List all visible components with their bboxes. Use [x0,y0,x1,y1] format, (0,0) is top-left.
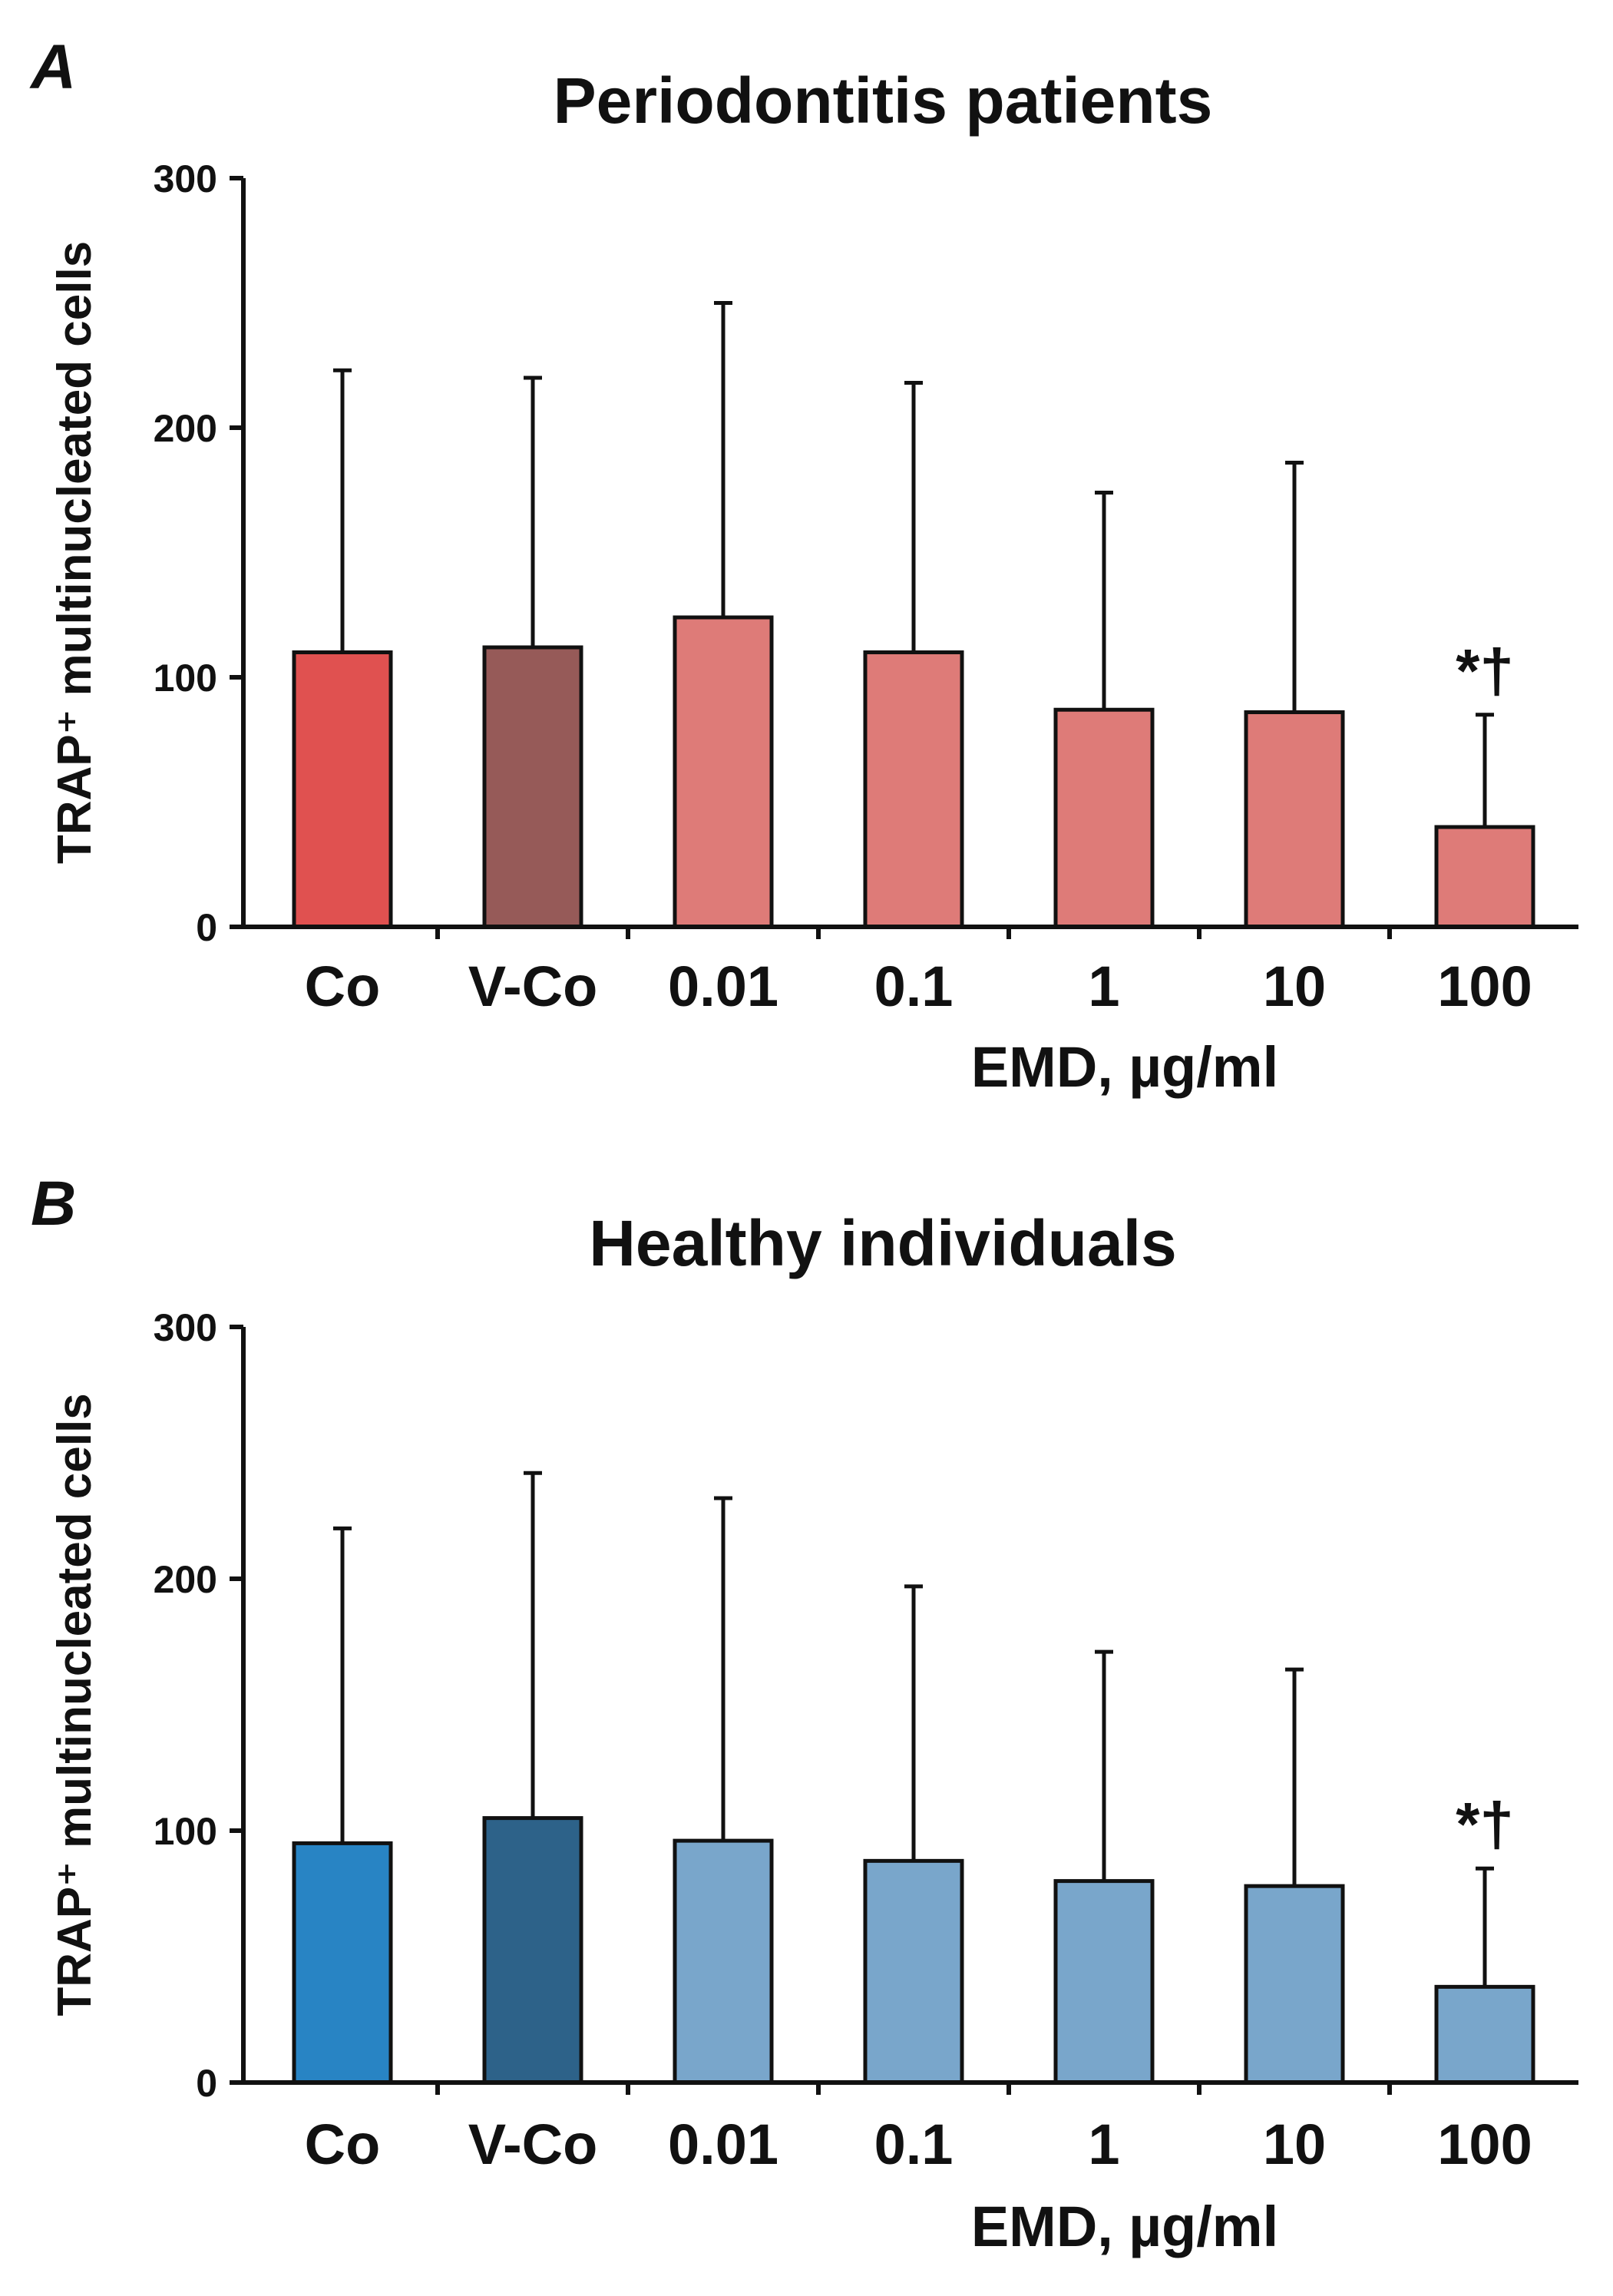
x-tick-label: 10 [1263,2112,1326,2176]
bar [1053,1879,1155,2085]
panel-a: A Periodontitis patients TRAP⁺ multinuclea… [29,32,1578,1099]
x-tick-label: 1 [1088,2112,1119,2176]
y-tick-label: 200 [154,1558,217,1601]
y-axis-label: TRAP⁺ multinucleated cells [48,1393,101,2016]
bar [863,650,964,929]
x-tick-label: V-Co [468,2112,598,2176]
y-tick-label: 200 [154,407,217,450]
panel-b: B Healthy individuals TRAP⁺ multinucleated… [31,1169,1578,2258]
x-tick-label: Co [305,2112,381,2176]
y-tick-label: 100 [154,1810,217,1853]
x-tick-label: 1 [1088,954,1119,1018]
y-tick-label: 0 [196,906,217,949]
panel-letter: B [31,1169,76,1239]
y-tick-label: 0 [196,2062,217,2105]
bar [1434,825,1535,929]
chart-title: Healthy individuals [589,1207,1177,1279]
x-tick-label: V-Co [468,954,598,1018]
x-tick-label: 0.1 [874,2112,954,2176]
x-tick-label: 0.01 [668,2112,778,2176]
bar [482,645,583,929]
x-axis-label: EMD, µg/ml [971,2195,1278,2258]
y-axis-label: TRAP⁺ multinucleated cells [48,241,101,864]
x-tick-label: Co [305,954,381,1018]
x-tick-label: 0.1 [874,954,954,1018]
bar [292,650,393,929]
y-tick-label: 300 [154,157,217,200]
bar [673,615,774,929]
bar [1053,707,1155,929]
bar [482,1816,583,2085]
significance-marker: *† [1456,1790,1514,1858]
x-tick-label: 0.01 [668,954,778,1018]
panel-letter: A [29,32,76,102]
bar [1244,710,1345,929]
bar [292,1841,393,2085]
x-axis-label: EMD, µg/ml [971,1035,1278,1099]
x-tick-label: 100 [1437,2112,1532,2176]
significance-marker: *† [1456,637,1514,705]
x-tick-label: 100 [1437,954,1532,1018]
x-tick-label: 10 [1263,954,1326,1018]
bar [673,1838,774,2085]
bar [1244,1884,1345,2085]
bar [863,1858,964,2085]
y-tick-label: 100 [154,657,217,700]
y-tick-label: 300 [154,1306,217,1349]
bar [1434,1984,1535,2085]
chart-title: Periodontitis patients [554,65,1213,137]
